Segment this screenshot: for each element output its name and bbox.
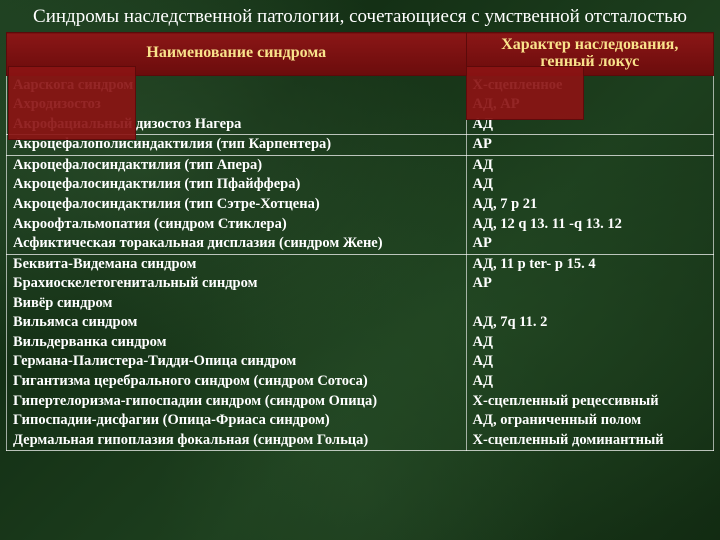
table-row: Вильдерванка синдромАД (7, 333, 714, 353)
table-row: Брахиоскелетогенитальный синдромАР (7, 274, 714, 294)
cell-inheritance: АД, 12 q 13. 11 -q 13. 12 (466, 215, 713, 235)
cell-inheritance: АД, 7q 11. 2 (466, 313, 713, 333)
cell-syndrome-name: Акроофтальмопатия (синдром Стиклера) (7, 215, 467, 235)
cell-inheritance: АД, 11 p ter- p 15. 4 (466, 254, 713, 274)
cell-inheritance: АД (466, 352, 713, 372)
cell-syndrome-name: Дермальная гипоплазия фокальная (синдром… (7, 431, 467, 451)
syndrome-table: Наименование синдрома Характер наследова… (6, 32, 714, 451)
table-row: Беквита-Видемана синдромАД, 11 p ter- p … (7, 254, 714, 274)
header-inheritance: Характер наследования, генный локус (466, 33, 713, 76)
cell-syndrome-name: Германа-Палистера-Тидди-Опица синдром (7, 352, 467, 372)
table-row: АхродизостозАД, АР (7, 95, 714, 115)
cell-inheritance: АД (466, 115, 713, 135)
table-row: Аарскога синдромХ-сцепленное (7, 75, 714, 95)
cell-inheritance: Х-сцепленный доминантный (466, 431, 713, 451)
cell-inheritance: АД (466, 175, 713, 195)
cell-syndrome-name: Акроцефалосиндактилия (тип Сэтре-Хотцена… (7, 195, 467, 215)
table-row: Вивёр синдром (7, 294, 714, 314)
cell-syndrome-name: Асфиктическая торакальная дисплазия (син… (7, 234, 467, 254)
cell-syndrome-name: Акроцефалополисиндактилия (тип Карпентер… (7, 135, 467, 156)
table-row: Гигантизма церебрального синдром (синдро… (7, 372, 714, 392)
table-row: Дермальная гипоплазия фокальная (синдром… (7, 431, 714, 451)
table-row: Гипертелоризма-гипоспадии синдром (синдр… (7, 392, 714, 412)
cell-syndrome-name: Акроцефалосиндактилия (тип Апера) (7, 155, 467, 175)
header-syndrome-name: Наименование синдрома (7, 33, 467, 76)
cell-inheritance: АД, ограниченный полом (466, 411, 713, 431)
table-header-row: Наименование синдрома Характер наследова… (7, 33, 714, 76)
cell-syndrome-name: Акрофациальный дизостоз Нагера (7, 115, 467, 135)
cell-syndrome-name: Вильдерванка синдром (7, 333, 467, 353)
cell-inheritance: АР (466, 274, 713, 294)
cell-syndrome-name: Вильямса синдром (7, 313, 467, 333)
slide-title: Синдромы наследственной патологии, сочет… (6, 4, 714, 32)
slide-root: Синдромы наследственной патологии, сочет… (0, 0, 720, 540)
table-row: Асфиктическая торакальная дисплазия (син… (7, 234, 714, 254)
cell-syndrome-name: Гипоспадии-дисфагии (Опица-Фриаса синдро… (7, 411, 467, 431)
cell-syndrome-name: Гигантизма церебрального синдром (синдро… (7, 372, 467, 392)
table-row: Акроцефалосиндактилия (тип Сэтре-Хотцена… (7, 195, 714, 215)
cell-syndrome-name: Ахродизостоз (7, 95, 467, 115)
table-row: Гипоспадии-дисфагии (Опица-Фриаса синдро… (7, 411, 714, 431)
table-row: Акрофациальный дизостоз НагераАД (7, 115, 714, 135)
cell-inheritance (466, 294, 713, 314)
table-row: Акроцефалополисиндактилия (тип Карпентер… (7, 135, 714, 156)
cell-inheritance: АД, 7 р 21 (466, 195, 713, 215)
cell-inheritance: АД (466, 155, 713, 175)
table-row: Вильямса синдромАД, 7q 11. 2 (7, 313, 714, 333)
cell-inheritance: АД (466, 372, 713, 392)
cell-syndrome-name: Брахиоскелетогенитальный синдром (7, 274, 467, 294)
cell-syndrome-name: Гипертелоризма-гипоспадии синдром (синдр… (7, 392, 467, 412)
cell-inheritance: Х-сцепленный рецессивный (466, 392, 713, 412)
cell-inheritance: Х-сцепленное (466, 75, 713, 95)
cell-inheritance: АР (466, 135, 713, 156)
cell-inheritance: АД (466, 333, 713, 353)
cell-syndrome-name: Беквита-Видемана синдром (7, 254, 467, 274)
cell-inheritance: АР (466, 234, 713, 254)
table-row: Акроцефалосиндактилия (тип Пфайффера)АД (7, 175, 714, 195)
cell-syndrome-name: Акроцефалосиндактилия (тип Пфайффера) (7, 175, 467, 195)
table-row: Германа-Палистера-Тидди-Опица синдромАД (7, 352, 714, 372)
cell-syndrome-name: Вивёр синдром (7, 294, 467, 314)
cell-syndrome-name: Аарскога синдром (7, 75, 467, 95)
table-row: Акроцефалосиндактилия (тип Апера)АД (7, 155, 714, 175)
table-row: Акроофтальмопатия (синдром Стиклера)АД, … (7, 215, 714, 235)
cell-inheritance: АД, АР (466, 95, 713, 115)
